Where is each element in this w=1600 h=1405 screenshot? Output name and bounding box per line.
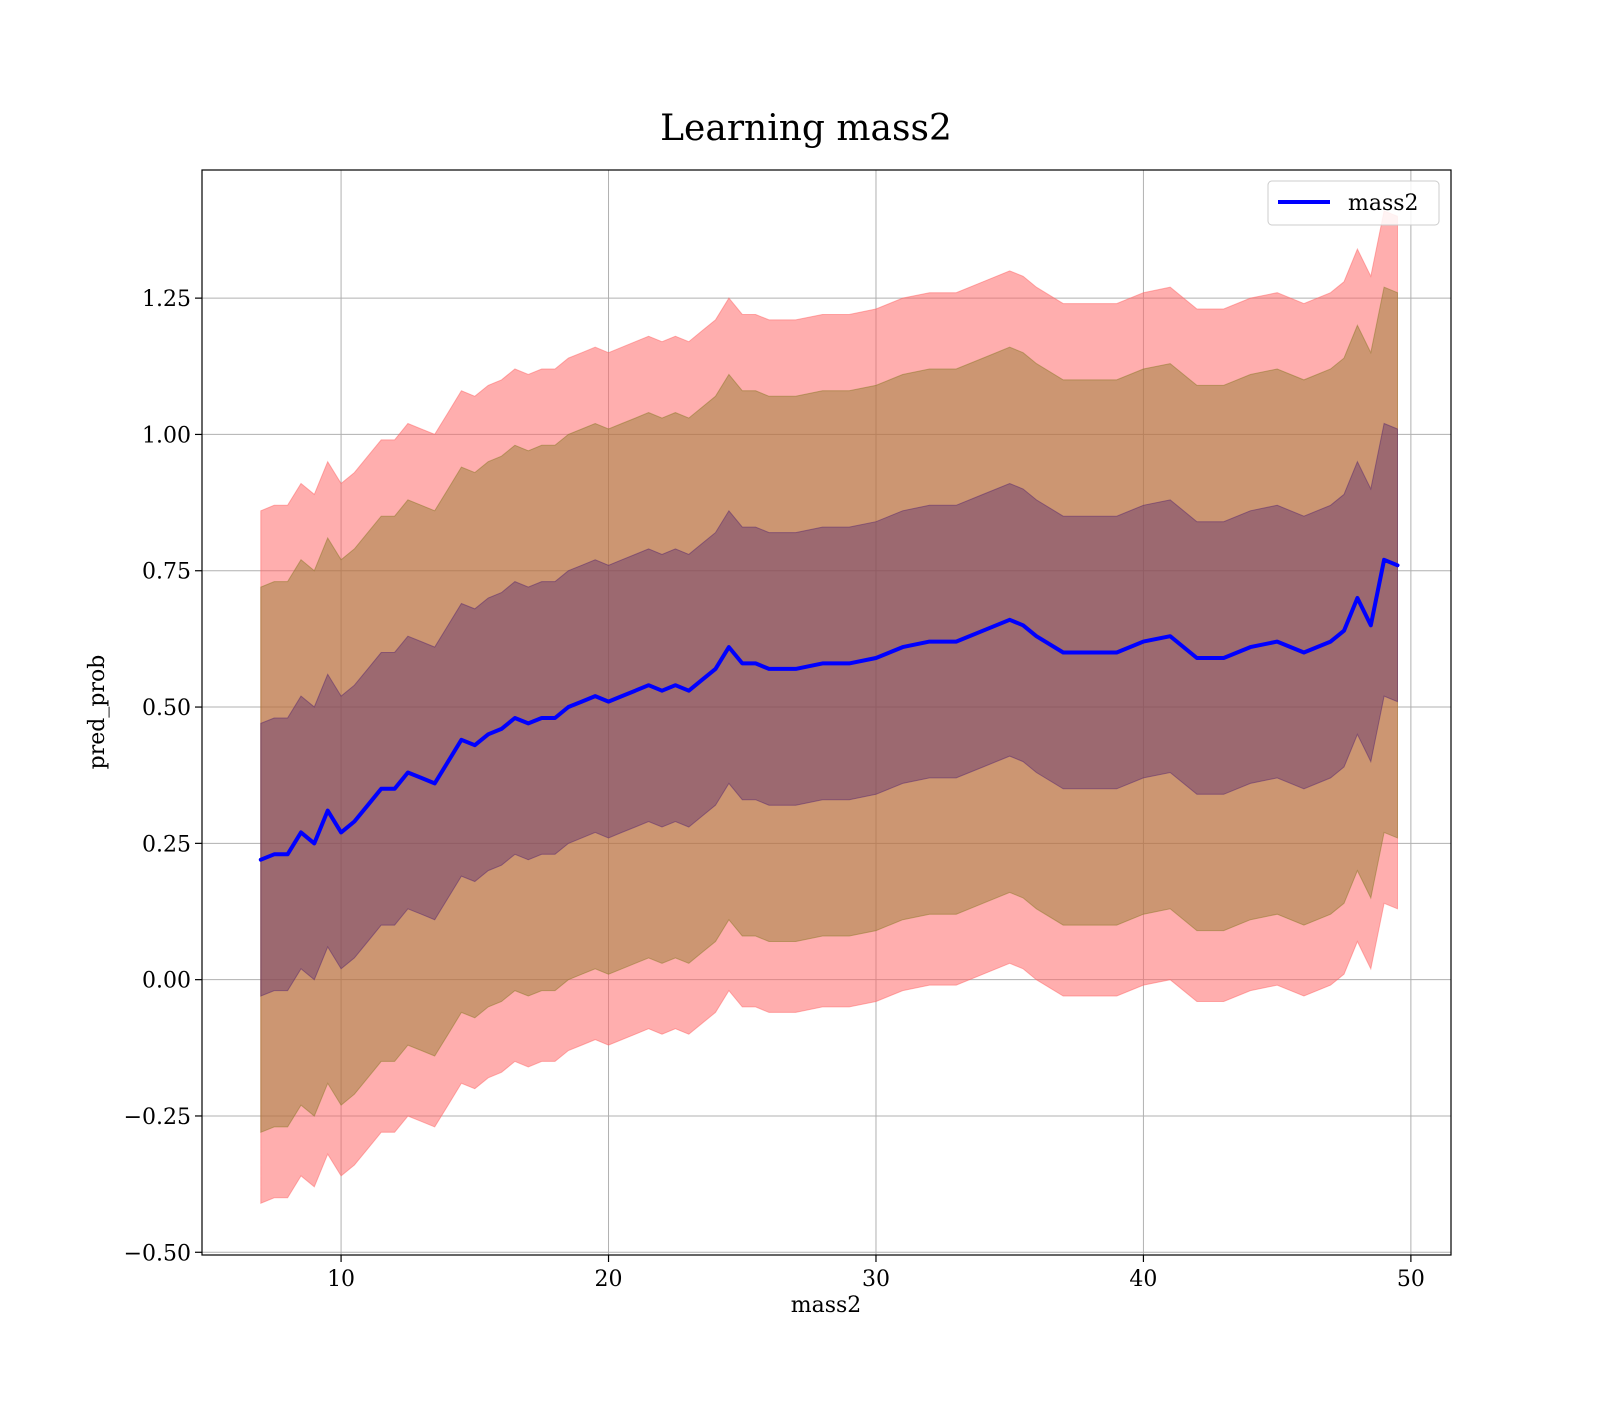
y-tick-label: −0.25 (124, 1105, 191, 1130)
x-tick-label: 50 (1397, 1267, 1425, 1292)
legend: mass2 (1267, 180, 1440, 226)
legend-label-mass2: mass2 (1348, 191, 1419, 216)
y-tick-label: −0.50 (124, 1241, 191, 1266)
band-layer (260, 210, 1398, 1204)
confidence-band (260, 286, 1398, 1134)
confidence-band (260, 210, 1398, 1204)
y-tick-label: 0.00 (142, 969, 191, 994)
x-axis-label: mass2 (791, 1293, 862, 1318)
x-tick-label: 30 (862, 1267, 890, 1292)
chart-title: Learning mass2 (660, 108, 952, 149)
x-tick-label: 10 (327, 1267, 355, 1292)
tick-layer: 10 20 30 40 50 −0.50 −0.25 0.00 0.25 0.50 0.75 1.00… (124, 287, 1425, 1292)
x-tick-label: 20 (595, 1267, 623, 1292)
y-tick-label: 1.25 (142, 287, 191, 312)
legend-box (1267, 180, 1440, 226)
y-tick-label: 0.50 (142, 696, 191, 721)
line-layer (258, 557, 1400, 862)
y-tick-label: 1.00 (142, 423, 191, 448)
y-axis-label: pred_prob (85, 655, 110, 770)
series-line-mass2 (258, 557, 1400, 862)
y-tick-label: 0.25 (142, 832, 191, 857)
y-tick-label: 0.75 (142, 560, 191, 585)
confidence-band (260, 422, 1398, 997)
axes-frame (201, 169, 1452, 1256)
x-tick-label: 40 (1129, 1267, 1157, 1292)
